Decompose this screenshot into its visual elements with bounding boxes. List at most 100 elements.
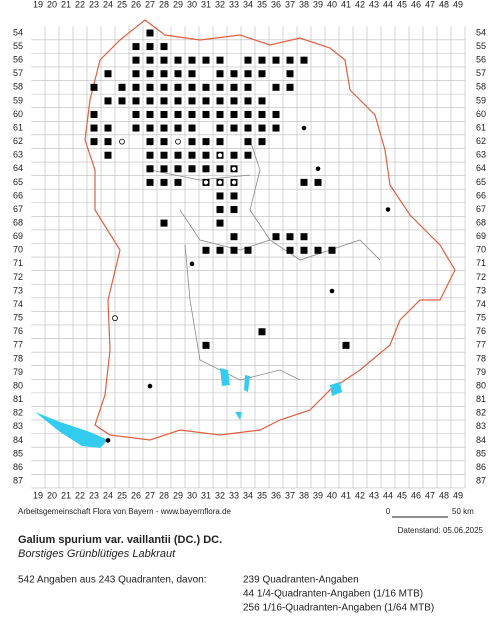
summary: 542 Angaben aus 243 Quadranten, davon: xyxy=(18,575,207,586)
occurrence-square xyxy=(230,246,238,254)
occurrence-square xyxy=(132,43,140,51)
occurrence-square xyxy=(160,110,168,118)
column-label: 49 xyxy=(453,0,463,9)
stat-line: 44 1/4-Quadranten-Angaben (1/16 MTB) xyxy=(243,589,423,600)
occurrence-dot xyxy=(385,207,391,212)
column-label: 23 xyxy=(89,0,99,9)
row-label: 84 xyxy=(13,435,23,445)
column-label: 29 xyxy=(173,0,183,9)
column-label: 43 xyxy=(369,490,379,500)
occurrence-square xyxy=(258,70,266,78)
occurrence-open xyxy=(175,138,181,145)
occurrence-square xyxy=(146,29,154,37)
occurrence-square xyxy=(244,110,252,118)
occurrence-square xyxy=(132,110,140,118)
row-label: 71 xyxy=(476,258,486,268)
column-label: 21 xyxy=(61,490,71,500)
row-label: 74 xyxy=(476,299,486,309)
column-label: 25 xyxy=(117,0,127,9)
column-label: 23 xyxy=(89,490,99,500)
occurrence-square xyxy=(90,110,98,118)
column-label: 37 xyxy=(285,0,295,9)
row-label: 61 xyxy=(13,122,23,132)
column-label: 47 xyxy=(425,490,435,500)
occurrence-square xyxy=(160,43,168,51)
occurrence-square xyxy=(202,56,210,64)
row-label: 54 xyxy=(476,27,486,37)
column-label: 46 xyxy=(411,490,421,500)
row-label: 62 xyxy=(13,136,23,146)
occurrence-square xyxy=(216,56,224,64)
bavaria-border xyxy=(84,19,456,441)
column-label: 19 xyxy=(33,490,43,500)
occurrence-square xyxy=(258,138,266,146)
row-label: 69 xyxy=(476,231,486,241)
row-label: 63 xyxy=(13,150,23,160)
row-label: 59 xyxy=(476,95,486,105)
row-label: 56 xyxy=(476,55,486,65)
occurrence-square xyxy=(286,233,294,241)
column-label: 33 xyxy=(229,0,239,9)
occurrence-square xyxy=(216,165,224,173)
occurrence-square xyxy=(188,124,196,132)
column-label: 25 xyxy=(117,490,127,500)
occurrence-square xyxy=(272,56,280,64)
occurrence-dot xyxy=(329,288,335,294)
occurrence-dot xyxy=(189,261,195,267)
column-label: 22 xyxy=(75,0,85,9)
row-label: 80 xyxy=(13,380,23,390)
scale-end: 50 km xyxy=(452,507,474,516)
occurrence-square xyxy=(146,138,154,146)
occurrence-square xyxy=(146,43,154,51)
occurrence-square xyxy=(104,124,112,132)
occurrence-square xyxy=(188,56,196,64)
column-label: 42 xyxy=(355,0,365,9)
occurrence-square xyxy=(160,165,168,173)
column-label: 29 xyxy=(173,490,183,500)
occurrence-square xyxy=(300,178,308,186)
column-label: 30 xyxy=(187,490,197,500)
row-label: 66 xyxy=(476,190,486,200)
occurrence-square xyxy=(216,246,224,254)
occurrence-square xyxy=(230,110,238,118)
scale-start: 0 xyxy=(386,507,391,516)
occurrence-square xyxy=(146,56,154,64)
row-label: 85 xyxy=(476,448,486,458)
row-label: 68 xyxy=(476,217,486,227)
row-label: 55 xyxy=(476,41,486,51)
row-label: 73 xyxy=(13,285,23,295)
occurrence-square xyxy=(160,178,168,186)
occurrence-square xyxy=(160,124,168,132)
occurrence-square xyxy=(160,219,168,227)
row-label: 87 xyxy=(476,476,486,486)
row-label: 61 xyxy=(476,122,486,132)
occurrence-square xyxy=(146,83,154,91)
column-label: 35 xyxy=(257,0,267,9)
column-label: 21 xyxy=(61,0,71,9)
occurrence-square xyxy=(202,83,210,91)
occurrence-square xyxy=(286,83,294,91)
occurrence-square xyxy=(300,246,308,254)
column-label: 32 xyxy=(215,490,225,500)
occurrence-square xyxy=(188,110,196,118)
occurrence-square xyxy=(132,83,140,91)
species-name: Galium spurium var. vaillantii (DC.) DC. xyxy=(18,534,222,546)
row-label: 76 xyxy=(476,326,486,336)
column-label: 41 xyxy=(341,490,351,500)
column-label: 28 xyxy=(159,490,169,500)
occurrence-square xyxy=(244,124,252,132)
occurrence-square xyxy=(342,341,350,349)
column-label: 42 xyxy=(355,490,365,500)
occurrence-square xyxy=(244,56,252,64)
occurrence-square xyxy=(146,165,154,173)
row-label: 81 xyxy=(13,394,23,404)
column-label: 48 xyxy=(439,0,449,9)
occurrence-square xyxy=(188,151,196,159)
row-label: 64 xyxy=(13,163,23,173)
row-label: 78 xyxy=(476,353,486,363)
row-label: 65 xyxy=(476,177,486,187)
column-label: 20 xyxy=(47,0,57,9)
occurrence-dot xyxy=(105,438,111,443)
occurrence-square xyxy=(216,83,224,91)
column-label: 37 xyxy=(285,490,295,500)
